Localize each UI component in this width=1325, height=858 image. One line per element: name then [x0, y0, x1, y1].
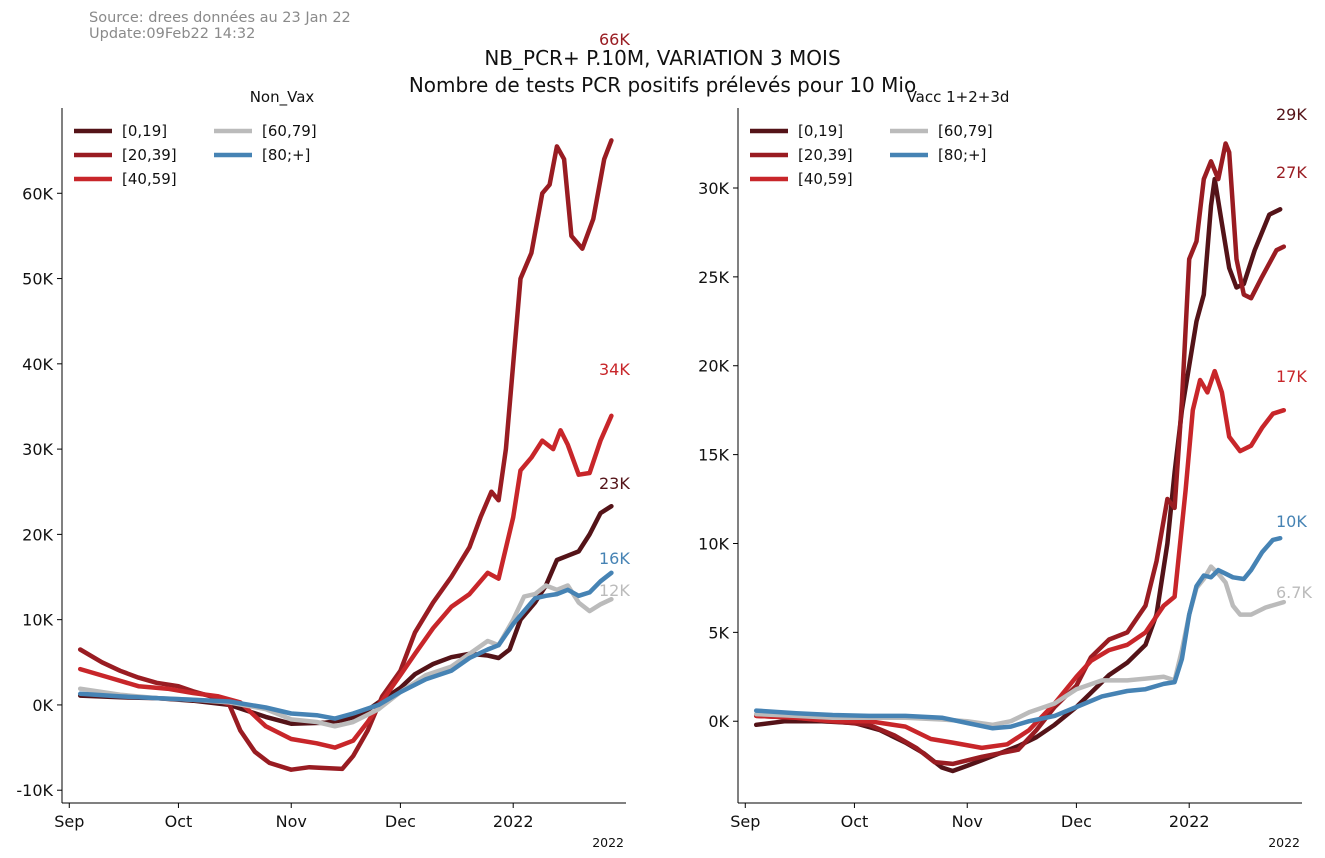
end-label-40_59: 34K: [599, 360, 630, 379]
figure-title: NB_PCR+ P.10M, VARIATION 3 MOIS Nombre d…: [0, 45, 1325, 99]
y-tick-label: 5K: [708, 623, 729, 642]
series-line-40_59: [77, 413, 614, 750]
y-tick-label: 50K: [22, 270, 53, 289]
panel-title: Non_Vax: [250, 88, 315, 107]
series-line-60_79: [753, 564, 1287, 728]
legend-label-60_79: [60,79]: [262, 122, 317, 140]
y-tick-label: 20K: [22, 525, 53, 544]
legend-label-80_plus: [80;+]: [938, 146, 986, 164]
x-offset-label: 2022: [1268, 835, 1300, 850]
y-tick-label: 20K: [698, 357, 729, 376]
y-tick-label: 40K: [22, 355, 53, 374]
legend-label-0_19: [0,19]: [798, 122, 843, 140]
y-tick-label: 60K: [22, 184, 53, 203]
y-tick-label: 0K: [32, 696, 53, 715]
series-line-80_plus: [77, 570, 614, 721]
legend: [0,19] [20,39] [40,59] [60,79] [80;+]: [74, 122, 317, 188]
y-tick-label: -10K: [16, 781, 53, 800]
end-label-20_39: 27K: [1276, 163, 1307, 182]
x-tick-label: Sep: [730, 812, 760, 831]
source-note: Source: drees données au 23 Jan 22 Updat…: [89, 10, 351, 42]
y-tick-label: 25K: [698, 268, 729, 287]
y-tick-label: 10K: [698, 534, 729, 553]
x-tick-label: Sep: [54, 812, 84, 831]
legend: [0,19] [20,39] [40,59] [60,79] [80;+]: [750, 122, 993, 188]
legend-label-0_19: [0,19]: [122, 122, 167, 140]
end-label-60_79: 12K: [599, 581, 630, 600]
legend-label-20_39: [20,39]: [122, 146, 177, 164]
x-tick-label: Nov: [952, 812, 983, 831]
title-line-2: Nombre de tests PCR positifs prélevés po…: [408, 73, 917, 97]
legend-label-60_79: [60,79]: [938, 122, 993, 140]
panel-title: Vacc 1+2+3d: [907, 88, 1010, 106]
end-label-60_79: 6.7K: [1276, 583, 1312, 602]
y-tick-label: 30K: [22, 440, 53, 459]
series-group: [753, 141, 1287, 774]
end-label-20_39: 66K: [599, 30, 630, 49]
y-tick-label: 15K: [698, 446, 729, 465]
update-line: Update:09Feb22 14:32: [89, 26, 256, 42]
legend-label-20_39: [20,39]: [798, 146, 853, 164]
title-line-1: NB_PCR+ P.10M, VARIATION 3 MOIS: [484, 46, 841, 70]
end-label-40_59: 17K: [1276, 367, 1307, 386]
end-label-80_plus: 16K: [599, 549, 630, 568]
end-label-80_plus: 10K: [1276, 512, 1307, 531]
chart-panel-2: Vacc 1+2+3d 0K 5K 10K 15K 20K 25K 30K Sep Oct Nov D…: [698, 88, 1312, 850]
x-tick-label: Oct: [841, 812, 869, 831]
chart-panel-1: Non_Vax -10K 0K 10K 20K 30K 40K 50K 60K Sep Oct Nov…: [16, 30, 630, 850]
y-tick-label: 10K: [22, 611, 53, 630]
x-tick-label: 2022: [1169, 812, 1210, 831]
x-tick-label: Dec: [1061, 812, 1092, 831]
series-line-80_plus: [753, 535, 1283, 731]
source-line: Source: drees données au 23 Jan 22: [89, 10, 351, 26]
x-tick-label: 2022: [493, 812, 534, 831]
x-tick-label: Dec: [385, 812, 416, 831]
series-line-0_19: [77, 503, 614, 726]
y-tick-label: 0K: [708, 712, 729, 731]
legend-label-40_59: [40,59]: [798, 170, 853, 188]
legend-label-40_59: [40,59]: [122, 170, 177, 188]
x-tick-label: Oct: [165, 812, 193, 831]
x-tick-label: Nov: [276, 812, 307, 831]
y-tick-label: 30K: [698, 179, 729, 198]
end-label-0_19: 23K: [599, 474, 630, 493]
x-offset-label: 2022: [592, 835, 624, 850]
legend-label-80_plus: [80;+]: [262, 146, 310, 164]
end-label-0_19: 29K: [1276, 105, 1307, 124]
series-group: [77, 138, 614, 772]
series-line-20_39: [753, 141, 1287, 767]
series-line-40_59: [753, 368, 1287, 751]
series-line-0_19: [753, 176, 1283, 774]
